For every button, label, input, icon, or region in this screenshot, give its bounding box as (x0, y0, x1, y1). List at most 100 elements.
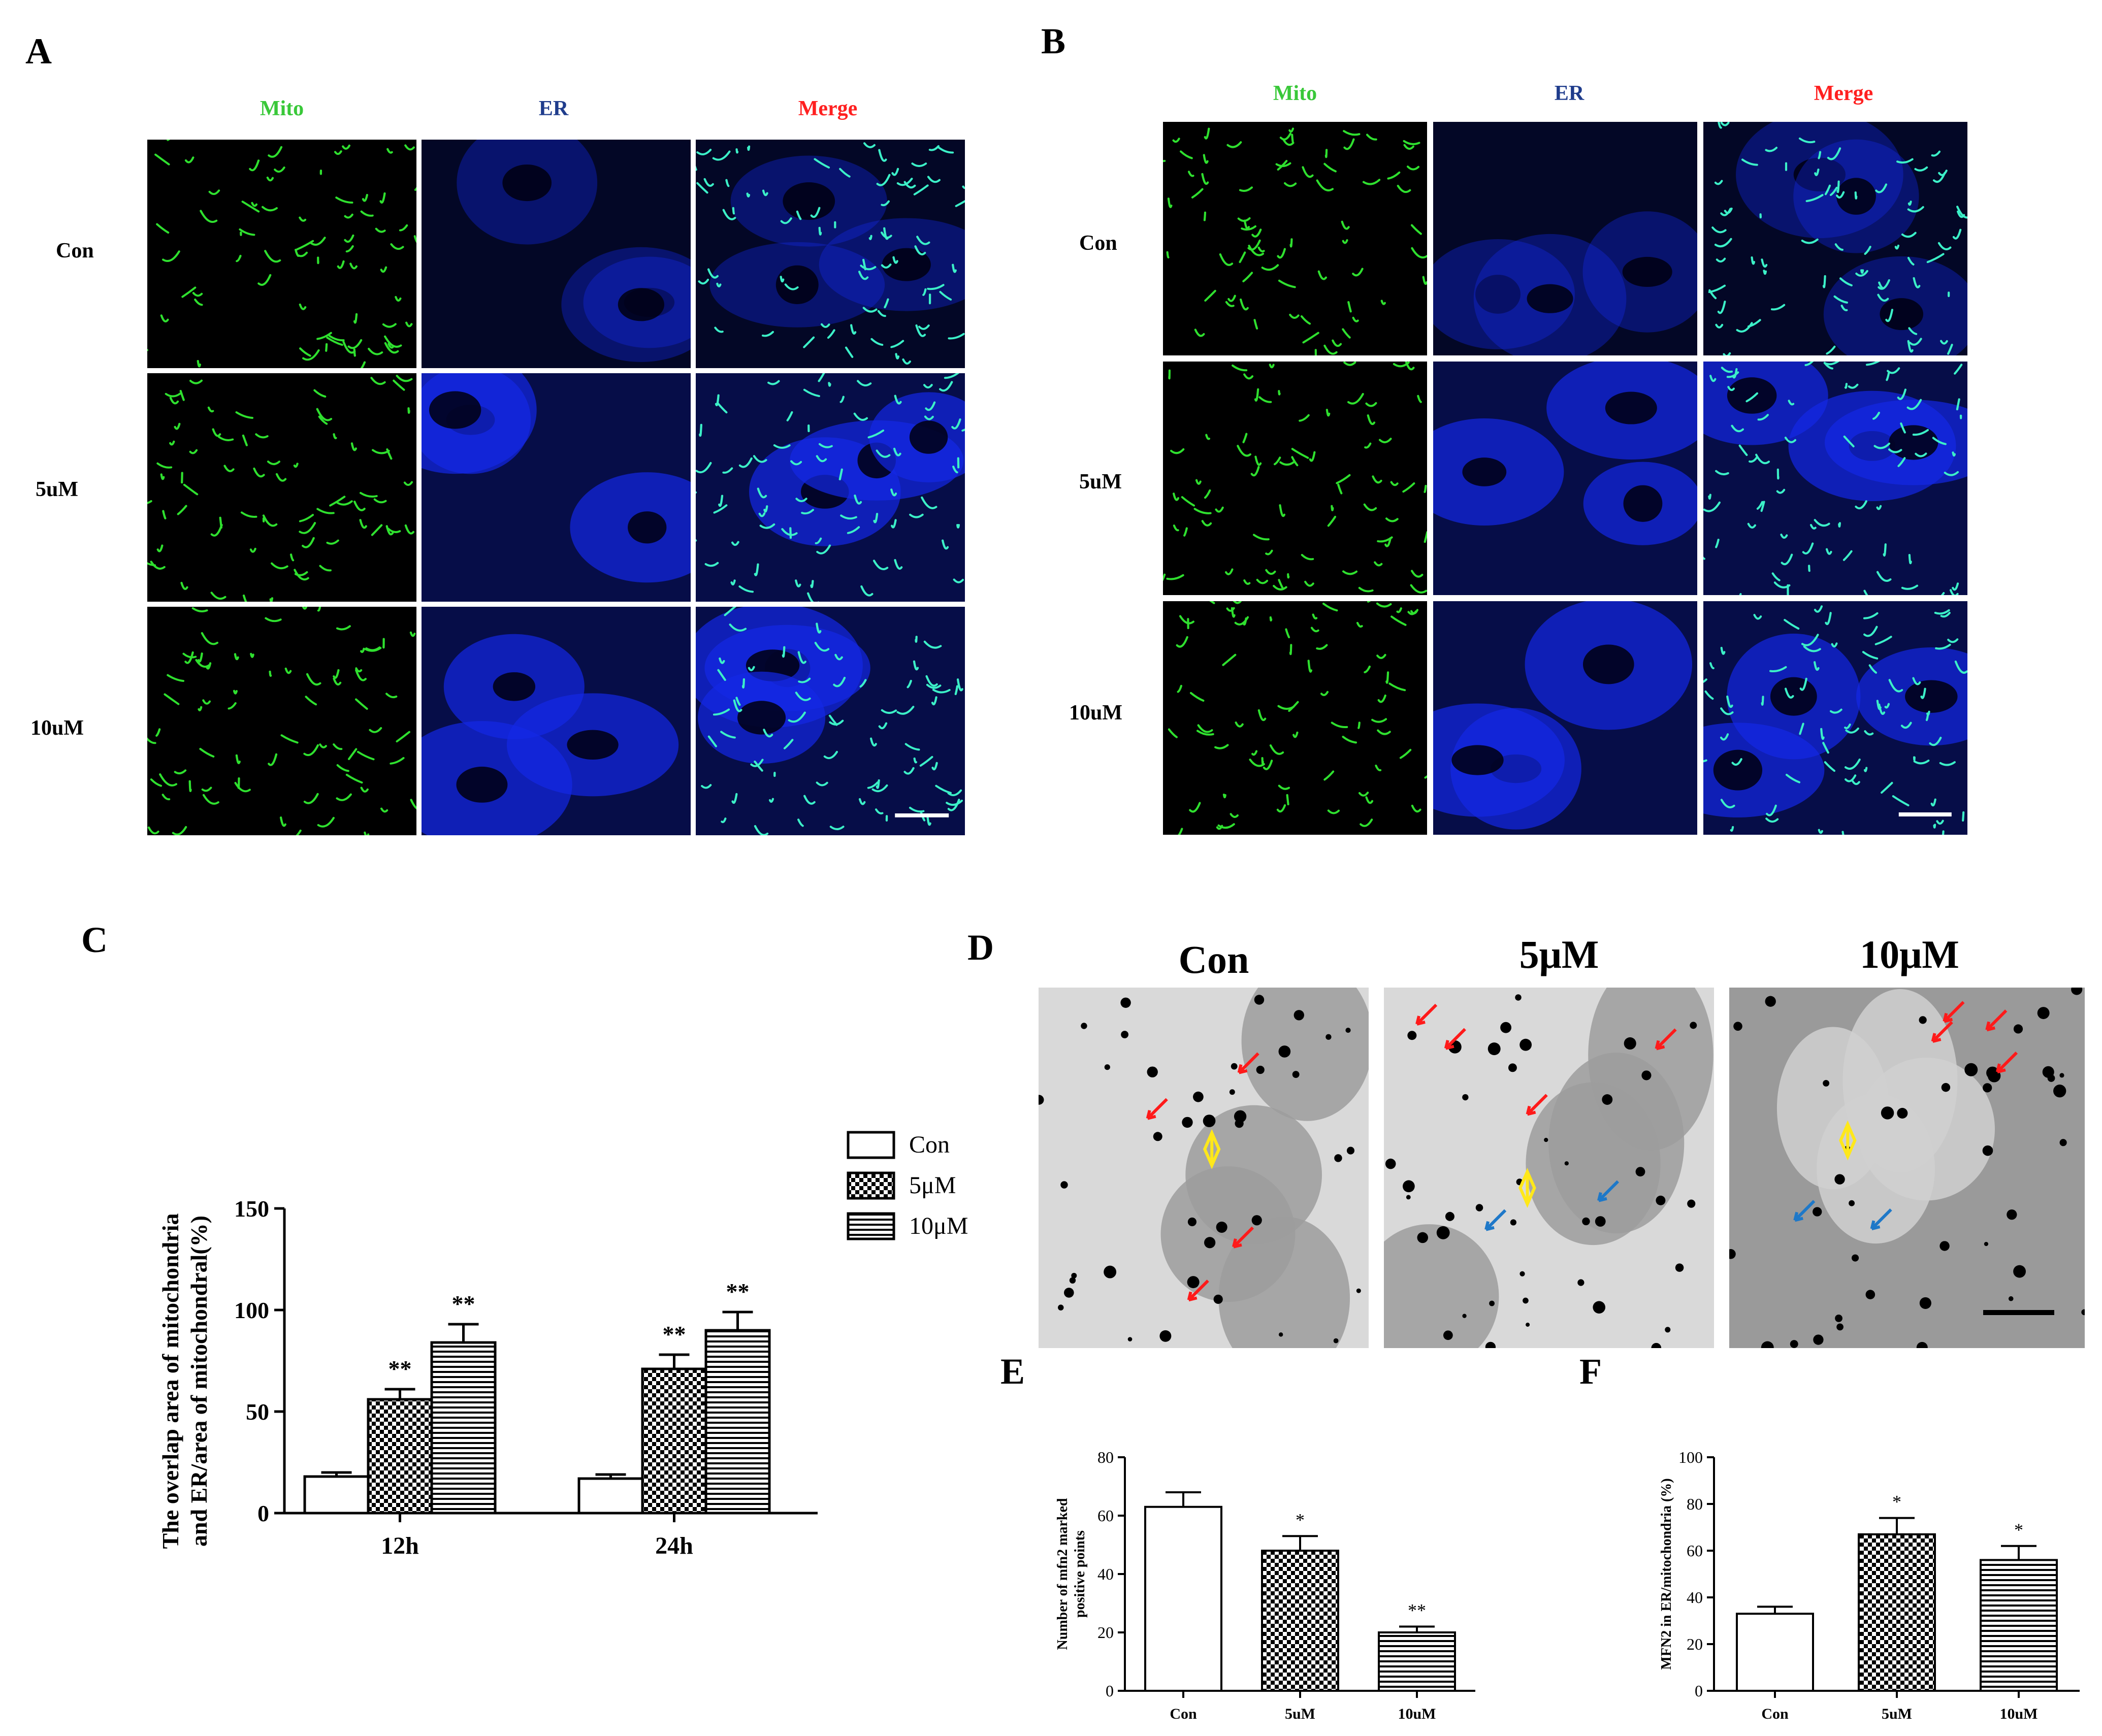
chart-c-legend-swatch (847, 1171, 895, 1200)
chart-e-xtick-label: Con (1170, 1706, 1197, 1722)
chart-c-sig: ** (452, 1291, 475, 1317)
micrograph-merge-row-1 (696, 140, 965, 368)
gold-particle (1510, 1219, 1516, 1226)
gold-particle (1235, 1119, 1244, 1128)
panel-label-b: B (1041, 21, 1066, 61)
gold-particle (1325, 1034, 1332, 1040)
gold-particle (1919, 1297, 1931, 1309)
gold-particle (1865, 1290, 1875, 1299)
chart-f-ytick-label: 40 (1687, 1588, 1703, 1607)
red-arrow (1415, 1003, 1438, 1026)
gold-particle (1641, 1070, 1652, 1080)
gold-particle (1624, 1037, 1636, 1050)
micrograph-mito-row-2 (1163, 362, 1427, 595)
chart-c-ytick-label: 150 (234, 1196, 269, 1222)
gold-particle (1069, 1277, 1076, 1284)
gold-particle (1851, 1254, 1859, 1262)
gold-particle (1519, 1271, 1525, 1276)
chart-c-sig: ** (663, 1321, 686, 1347)
gold-particle (2071, 988, 2083, 995)
panel-a-row-5um: 5uM (36, 478, 78, 501)
gold-particle (1293, 1010, 1304, 1021)
gold-particle (1849, 1200, 1855, 1206)
gold-particle (2013, 1024, 2023, 1034)
chart-e-xtick-label: 10uM (1398, 1706, 1436, 1722)
red-arrow (1931, 1021, 1953, 1043)
panel-d-title-con: Con (1178, 937, 1249, 981)
gold-particle (1526, 1322, 1530, 1327)
gold-particle (2008, 1296, 2014, 1301)
yellow-diamond-marker (1839, 1120, 1857, 1161)
gold-particle (1120, 997, 1131, 1008)
gold-particle (1058, 1304, 1064, 1311)
chart-f-ytick-label: 0 (1695, 1682, 1703, 1700)
chart-e-mfn2-points: Number of mfn2 marked positive points 0 20 4… (1055, 1448, 1475, 1722)
mitochondrion (1526, 1082, 1661, 1246)
blue-arrow (1870, 1208, 1892, 1231)
chart-c-ylabel: The overlap area of mitochondria and ER/a… (157, 1214, 212, 1549)
panel-a-row-10um: 10uM (30, 716, 84, 740)
micrograph-merge-row-2 (696, 373, 965, 602)
gold-particle (1346, 1147, 1355, 1155)
chart-c-ytick-label: 0 (257, 1500, 269, 1526)
chart-f-ytick-label: 80 (1687, 1495, 1703, 1513)
micrograph-mito-row-3 (1163, 601, 1427, 835)
gold-particle (1407, 1031, 1417, 1040)
gold-particle (1203, 1115, 1216, 1127)
gold-particle (1984, 1241, 1989, 1247)
gold-particle (1462, 1314, 1467, 1318)
panel-a-row-con: Con (56, 239, 94, 263)
gold-particle (1104, 1265, 1117, 1279)
gold-particle (1485, 1341, 1496, 1348)
panel-a-channel-merge: Merge (798, 97, 858, 120)
chart-f-bar (1736, 1613, 1814, 1692)
mitochondria-network (1168, 601, 1427, 835)
er-signal (422, 373, 691, 602)
mitochondria-network (696, 373, 965, 602)
gold-particle (1515, 994, 1522, 1001)
micrograph-er-row-1 (422, 140, 691, 368)
gold-particle (1487, 1042, 1501, 1056)
gold-particle (1577, 1279, 1584, 1286)
gold-particle (1060, 1181, 1068, 1189)
gold-particle (1656, 1195, 1666, 1205)
gold-particle (1121, 1031, 1128, 1038)
gold-particle (1595, 1216, 1606, 1227)
micrograph-er-row-3 (1433, 601, 1697, 835)
chart-c-sig: ** (726, 1279, 750, 1304)
tem-image-1 (1039, 988, 1369, 1348)
panel-a-channel-mito: Mito (260, 97, 304, 120)
gold-particle (1489, 1300, 1495, 1306)
gold-particle (1761, 1341, 1774, 1348)
chart-c-bar (577, 1477, 644, 1515)
gold-particle (1356, 1288, 1361, 1293)
micrograph-mito-row-1 (1163, 122, 1427, 355)
gold-particle (1064, 1288, 1074, 1298)
chart-c-sig: ** (389, 1356, 412, 1382)
mitochondria-network (696, 142, 965, 365)
gold-particle (1153, 1132, 1162, 1141)
gold-particle (1256, 1065, 1265, 1074)
panel-d-title-10um: 10μM (1860, 932, 1959, 976)
gold-particle (1333, 1338, 1339, 1344)
chart-c-bar (704, 1329, 771, 1515)
gold-particle (1523, 1297, 1529, 1304)
gold-particle (1251, 1215, 1262, 1226)
gold-particle (1834, 1174, 1845, 1185)
chart-f-bar (1858, 1533, 1936, 1692)
gold-particle (1334, 1154, 1342, 1162)
gold-particle (1919, 1016, 1927, 1024)
gold-particle (1104, 1064, 1110, 1070)
gold-particle (1651, 1342, 1662, 1348)
mitochondria-network (147, 375, 415, 602)
gold-particle (1836, 1323, 1844, 1331)
panel-b-channel-mito: Mito (1273, 82, 1317, 105)
gold-particle (1982, 1145, 1993, 1156)
gold-particle (1733, 1022, 1742, 1031)
panel-b-row-10um: 10uM (1069, 701, 1122, 725)
red-arrow (1985, 1009, 2008, 1032)
gold-particle (1823, 1079, 1830, 1087)
chart-f-ytick-label: 100 (1678, 1448, 1703, 1466)
mitochondria-network (1163, 127, 1427, 355)
er-signal (422, 607, 691, 835)
